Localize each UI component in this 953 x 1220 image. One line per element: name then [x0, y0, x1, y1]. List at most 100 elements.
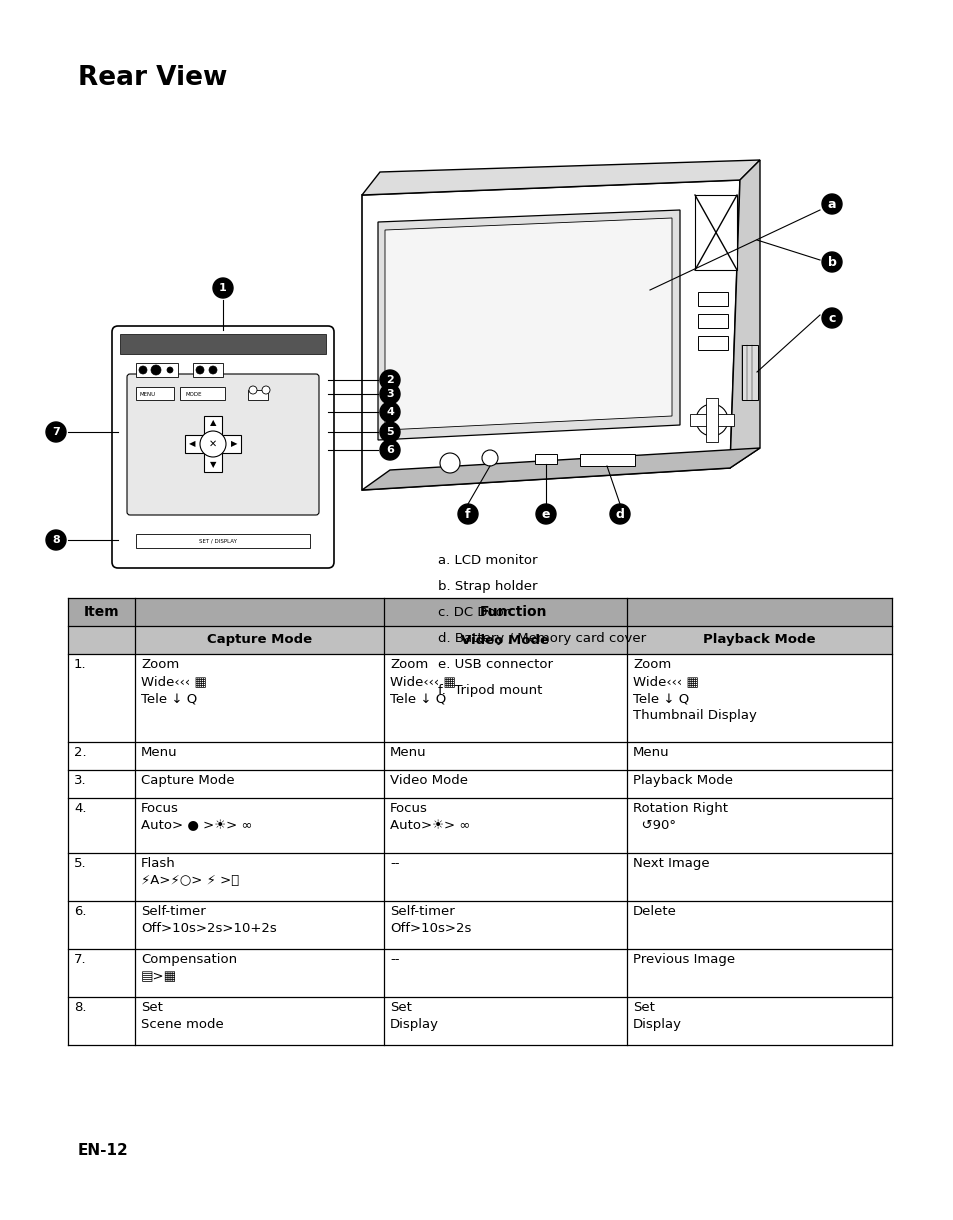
Bar: [695, 195, 737, 270]
Text: Flash
⚡A>⚡○> ⚡ >Ⓕ: Flash ⚡A>⚡○> ⚡ >Ⓕ: [141, 856, 239, 887]
Text: Playback Mode: Playback Mode: [702, 633, 815, 647]
Text: EN-12: EN-12: [78, 1143, 129, 1158]
Text: b. Strap holder: b. Strap holder: [437, 580, 537, 593]
Bar: [135, 770, 384, 798]
Bar: [135, 626, 384, 654]
Bar: [68, 598, 135, 626]
Text: d. Battery / Memory card cover: d. Battery / Memory card cover: [437, 632, 645, 645]
Text: 7: 7: [52, 427, 60, 437]
Bar: [384, 742, 626, 770]
Circle shape: [167, 367, 172, 373]
Text: 5: 5: [386, 427, 394, 437]
Polygon shape: [361, 448, 760, 490]
Bar: [384, 902, 626, 949]
Bar: [626, 853, 891, 902]
Bar: [68, 853, 135, 902]
Text: 2.: 2.: [74, 745, 87, 759]
Text: Menu: Menu: [633, 745, 669, 759]
Bar: [705, 398, 718, 442]
Bar: [135, 853, 384, 902]
FancyBboxPatch shape: [127, 375, 318, 515]
Circle shape: [379, 384, 399, 404]
Text: Focus
Auto>☀> ∞: Focus Auto>☀> ∞: [390, 802, 470, 832]
Text: 6: 6: [386, 445, 394, 455]
Polygon shape: [361, 181, 740, 490]
Text: Self-timer
Off>10s>2s>10+2s: Self-timer Off>10s>2s>10+2s: [141, 905, 276, 935]
Text: --: --: [390, 953, 399, 966]
Circle shape: [696, 404, 727, 436]
Text: Self-timer
Off>10s>2s: Self-timer Off>10s>2s: [390, 905, 471, 935]
Text: Capture Mode: Capture Mode: [141, 773, 234, 787]
Bar: [384, 949, 626, 997]
Bar: [135, 654, 384, 742]
Circle shape: [200, 431, 226, 458]
Text: ▼: ▼: [210, 460, 216, 470]
Text: d: d: [615, 508, 624, 521]
Text: Function: Function: [479, 605, 547, 619]
Bar: [626, 770, 891, 798]
Bar: [248, 390, 268, 400]
Text: 5.: 5.: [74, 856, 87, 870]
Bar: [185, 436, 241, 453]
Text: Set
Display: Set Display: [633, 1000, 681, 1031]
Bar: [135, 997, 384, 1046]
Bar: [135, 598, 891, 626]
Circle shape: [821, 307, 841, 328]
Circle shape: [379, 422, 399, 442]
Text: 4.: 4.: [74, 802, 87, 815]
Text: 2: 2: [386, 375, 394, 386]
Polygon shape: [361, 160, 760, 195]
Text: Compensation
▤>▦: Compensation ▤>▦: [141, 953, 237, 983]
Bar: [626, 949, 891, 997]
Bar: [384, 654, 626, 742]
Text: 3.: 3.: [74, 773, 87, 787]
Circle shape: [821, 253, 841, 272]
Bar: [626, 798, 891, 853]
Bar: [136, 534, 310, 548]
Bar: [626, 626, 891, 654]
Bar: [626, 742, 891, 770]
Text: --: --: [390, 856, 399, 870]
Circle shape: [609, 504, 629, 525]
Text: ▶: ▶: [231, 439, 237, 449]
Bar: [68, 798, 135, 853]
Text: Next Image: Next Image: [633, 856, 709, 870]
Circle shape: [139, 366, 147, 375]
Text: f: f: [465, 508, 470, 521]
Bar: [120, 334, 326, 354]
Bar: [741, 345, 758, 400]
Bar: [135, 949, 384, 997]
Bar: [136, 387, 173, 400]
Text: Menu: Menu: [141, 745, 177, 759]
Bar: [135, 798, 384, 853]
Text: Capture Mode: Capture Mode: [207, 633, 312, 647]
Text: Zoom
Wide‹‹‹ ▦
Tele ↓ Q
Thumbnail Display: Zoom Wide‹‹‹ ▦ Tele ↓ Q Thumbnail Displa…: [633, 658, 756, 722]
Bar: [204, 416, 222, 472]
Text: a: a: [827, 198, 836, 211]
Text: 8.: 8.: [74, 1000, 87, 1014]
Text: e. USB connector: e. USB connector: [437, 658, 553, 671]
Text: Set
Scene mode: Set Scene mode: [141, 1000, 224, 1031]
Bar: [626, 997, 891, 1046]
Bar: [68, 902, 135, 949]
Text: c. DC Door: c. DC Door: [437, 606, 509, 619]
Bar: [384, 770, 626, 798]
Circle shape: [457, 504, 477, 525]
Circle shape: [379, 440, 399, 460]
Polygon shape: [377, 210, 679, 440]
Bar: [384, 997, 626, 1046]
Text: 1: 1: [219, 283, 227, 293]
Text: a. LCD monitor: a. LCD monitor: [437, 554, 537, 567]
Text: 4: 4: [386, 407, 394, 417]
Bar: [626, 654, 891, 742]
Text: c: c: [827, 311, 835, 325]
Bar: [68, 626, 135, 654]
Text: Item: Item: [84, 605, 119, 619]
Bar: [579, 454, 635, 466]
Text: Delete: Delete: [633, 905, 677, 917]
Circle shape: [536, 504, 556, 525]
Text: Menu: Menu: [390, 745, 426, 759]
Text: Playback Mode: Playback Mode: [633, 773, 732, 787]
Text: 8: 8: [52, 536, 60, 545]
Text: ▲: ▲: [210, 418, 216, 427]
